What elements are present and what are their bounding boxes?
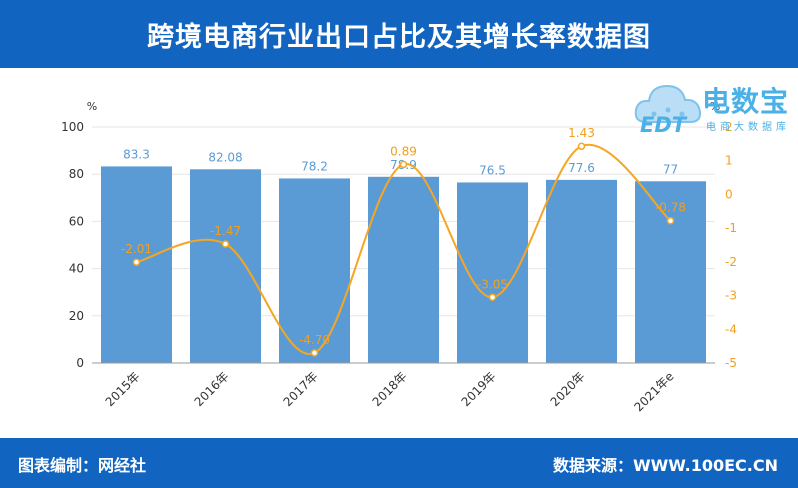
footer-source: 数据来源：WWW.100EC.CN [552,456,778,475]
growth-rate-point [132,258,141,266]
x-tick-label: 2020年 [548,369,588,409]
y-right-tick-label: -4 [725,322,737,336]
y-left-tick-label: 80 [69,167,84,181]
chart-footer: 图表编制：网经社 数据来源：WWW.100EC.CN [0,438,798,488]
y-right-tick-label: -1 [725,221,737,235]
bar [190,169,261,363]
bar-value-label: 83.3 [123,147,150,161]
growth-rate-label: -4.70 [299,333,330,347]
brand-logo: EDT 电数宝 电商大数据库 [632,74,796,138]
y-right-tick-label: 0 [725,187,733,201]
x-tick-label: 2018年 [370,369,410,409]
x-tick-label: 2021年e [631,369,676,414]
x-tick-label: 2019年 [459,369,499,409]
bar-value-label: 76.5 [479,163,506,177]
y-right-tick-label: -5 [725,356,737,370]
logo-tagline: 电商大数据库 [706,122,790,133]
growth-rate-point [221,240,230,248]
y-left-tick-label: 100 [61,120,84,134]
y-left-tick-label: 60 [69,214,84,228]
x-tick-label: 2017年 [281,369,321,409]
cloud-edt-logo-icon: EDT [634,84,702,137]
y-left-tick-label: 40 [69,262,84,276]
y-right-tick-label: 1 [725,154,733,168]
growth-rate-label: -0.78 [655,201,686,215]
bar-value-label: 77.6 [568,161,595,175]
bar-value-label: 78.2 [301,159,328,173]
y-right-tick-label: 2 [725,120,733,134]
y-left-unit: % [87,100,97,113]
logo-mark: EDT [640,113,688,137]
growth-rate-point [488,293,497,302]
bar [368,176,439,363]
footer-credit: 图表编制：网经社 [18,456,147,475]
chart-header: 跨境电商行业出口占比及其增长率数据图 [0,0,798,68]
growth-rate-point [666,216,675,225]
growth-rate-point [310,349,319,357]
y-left-tick-label: 20 [69,309,84,323]
y-right-unit: % [710,100,720,113]
growth-rate-point [399,160,408,169]
growth-rate-label: 1.43 [568,126,595,140]
growth-rate-label: 0.89 [390,144,417,158]
bar [635,181,706,363]
x-tick-label: 2016年 [192,369,232,409]
growth-rate-label: -2.01 [121,242,152,256]
y-right-tick-label: -3 [725,289,737,303]
x-tick-label: 2015年 [103,369,143,409]
growth-rate-point [577,142,586,150]
bar [279,178,350,363]
y-left-tick-label: 0 [76,356,84,370]
growth-rate-label: -3.05 [477,277,508,291]
y-right-tick-label: -2 [725,255,737,269]
bar [546,179,617,363]
logo-name: 电数宝 [702,85,790,118]
chart-title: 跨境电商行业出口占比及其增长率数据图 [147,21,651,53]
bar-value-label: 82.08 [208,150,242,164]
bar-value-label: 77 [663,162,678,176]
chart-area: 0 20 40 60 80 100% 2 1 0 -1 -2 -3 -4 -5% 83.3 82.08 78.2… [61,100,737,414]
growth-rate-label: -1.47 [210,224,241,238]
